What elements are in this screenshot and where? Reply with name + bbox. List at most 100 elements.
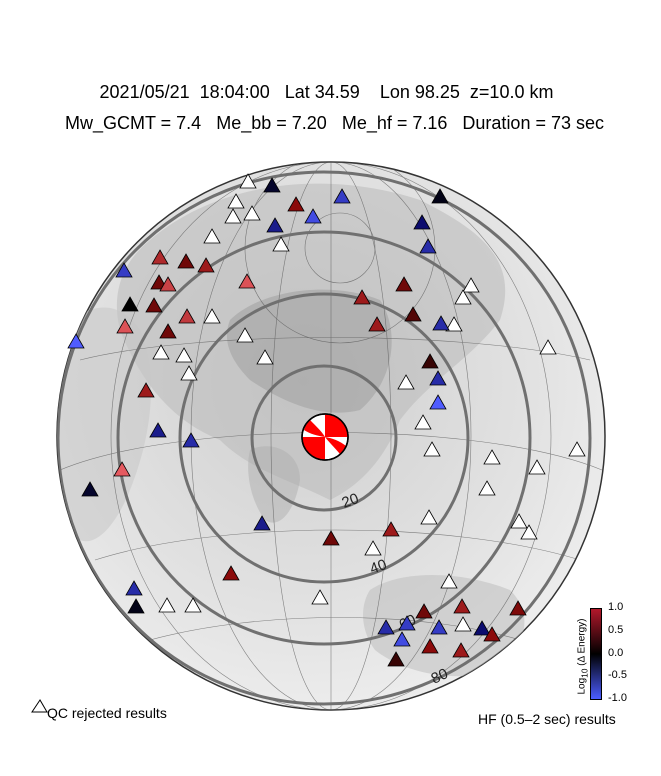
- station-qc-rejected-marker: [203, 308, 221, 324]
- station-marker: [430, 619, 448, 635]
- station-qc-rejected-marker: [175, 347, 193, 363]
- colorbar-tick: 0.0: [608, 647, 624, 659]
- station-marker: [115, 262, 133, 278]
- station-qc-rejected-marker: [203, 228, 221, 244]
- station-qc-rejected-marker: [152, 344, 170, 360]
- plateau-region: [226, 289, 392, 413]
- station-qc-rejected-marker: [158, 597, 176, 613]
- india-landmass: [248, 446, 300, 523]
- duration: Duration = 73 sec: [462, 113, 605, 133]
- station-marker: [473, 620, 491, 636]
- station-qc-rejected-marker: [397, 374, 415, 390]
- colorbar-label: Log10 (Δ Energy): [577, 612, 590, 702]
- station-marker: [419, 238, 437, 254]
- station-marker: [178, 308, 196, 324]
- station-marker: [177, 253, 195, 269]
- station-marker: [145, 297, 163, 313]
- distance-rings: [57, 170, 592, 706]
- station-marker: [333, 188, 351, 204]
- ring-label-20: 20: [340, 490, 361, 512]
- station-qc-rejected-marker: [224, 208, 242, 224]
- station-marker: [238, 273, 256, 289]
- station-marker: [387, 651, 405, 667]
- ring-label-80: 80: [429, 665, 451, 687]
- mw-gcmt: Mw_GCMT = 7.4: [64, 113, 202, 133]
- station-marker: [353, 289, 371, 305]
- colorbar-label-suffix: (Δ Energy): [576, 618, 588, 669]
- station-marker: [67, 333, 85, 349]
- station-marker: [197, 257, 215, 273]
- station-marker: [266, 217, 284, 233]
- station-qc-rejected-marker: [462, 277, 480, 293]
- me-bb: Me_bb = 7.20: [216, 113, 327, 133]
- africa-landmass: [57, 307, 151, 542]
- station-marker: [182, 432, 200, 448]
- event-lon: Lon 98.25: [379, 82, 460, 102]
- terrain-layer: [57, 162, 603, 710]
- station-marker: [377, 619, 395, 635]
- beachball-icon: [301, 413, 349, 461]
- station-marker: [393, 631, 411, 647]
- station-qc-rejected-marker: [423, 441, 441, 457]
- me-hf: Me_hf = 7.16: [341, 113, 448, 133]
- station-qc-rejected-marker: [239, 173, 257, 189]
- station-marker: [431, 188, 449, 204]
- station-marker: [116, 318, 134, 334]
- station-marker: [429, 394, 447, 410]
- station-marker: [452, 642, 470, 658]
- event-lat: Lat 34.59: [284, 82, 360, 102]
- station-marker: [404, 306, 422, 322]
- station-marker: [113, 461, 131, 477]
- station-qc-rejected-marker: [454, 616, 472, 632]
- station-marker: [421, 638, 439, 654]
- colorbar-tick: 1.0: [608, 601, 624, 613]
- station-marker: [398, 615, 416, 631]
- station-marker: [322, 530, 340, 546]
- station-qc-rejected-marker: [236, 327, 254, 343]
- event-depth: z=10.0 km: [469, 82, 554, 102]
- colorbar-label-log: Log: [576, 677, 588, 695]
- qc-rejected-text: QC rejected results: [47, 705, 167, 721]
- station-marker: [121, 296, 139, 312]
- station-marker: [382, 521, 400, 537]
- station-marker: [415, 603, 433, 619]
- station-marker: [421, 353, 439, 369]
- qc-rejected-legend: QC rejected results: [33, 705, 167, 721]
- station-qc-rejected-marker: [243, 205, 261, 221]
- station-qc-rejected-marker: [510, 513, 528, 529]
- station-marker: [81, 481, 99, 497]
- station-marker: [368, 316, 386, 332]
- station-marker: [137, 382, 155, 398]
- hf-results-text: HF (0.5–2 sec) results: [478, 711, 616, 727]
- station-marker: [509, 600, 527, 616]
- station-marker: [413, 214, 431, 230]
- station-qc-rejected-marker: [256, 349, 274, 365]
- station-marker: [125, 580, 143, 596]
- station-qc-rejected-marker: [445, 316, 463, 332]
- station-qc-rejected-marker: [478, 480, 496, 496]
- station-qc-rejected-marker: [184, 597, 202, 613]
- colorbar-label-sub: 10: [579, 668, 590, 678]
- station-marker: [159, 276, 177, 292]
- station-marker: [429, 370, 447, 386]
- station-qc-rejected-marker: [454, 289, 472, 305]
- station-marker: [287, 196, 305, 212]
- station-marker: [127, 598, 145, 614]
- colorbar-tick: -1.0: [608, 692, 627, 704]
- magnitude-line: Mw_GCMT = 7.4 Me_bb = 7.20 Me_hf = 7.16 …: [4, 113, 661, 134]
- station-marker: [263, 177, 281, 193]
- station-marker: [159, 323, 177, 339]
- station-qc-rejected-marker: [364, 540, 382, 556]
- station-marker: [253, 515, 271, 531]
- station-marker: [222, 565, 240, 581]
- station-marker: [395, 276, 413, 292]
- station-qc-rejected-marker: [520, 524, 538, 540]
- stations-layer: [67, 173, 586, 667]
- station-qc-rejected-marker: [568, 441, 586, 457]
- station-qc-rejected-marker: [483, 449, 501, 465]
- colorbar-tick: 0.5: [608, 624, 624, 636]
- station-marker: [151, 249, 169, 265]
- event-info-line: 2021/05/21 18:04:00 Lat 34.59 Lon 98.25 …: [0, 82, 657, 103]
- station-qc-rejected-marker: [311, 589, 329, 605]
